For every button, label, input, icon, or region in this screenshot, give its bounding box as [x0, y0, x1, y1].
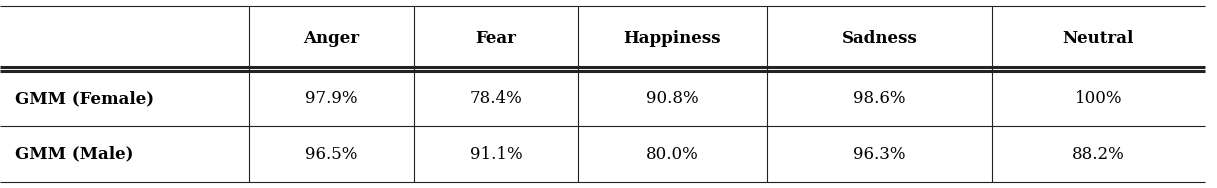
- Text: 96.3%: 96.3%: [853, 146, 905, 163]
- Text: 90.8%: 90.8%: [646, 90, 699, 107]
- Text: 97.9%: 97.9%: [305, 90, 358, 107]
- Text: Neutral: Neutral: [1062, 30, 1134, 47]
- Text: 78.4%: 78.4%: [470, 90, 522, 107]
- Text: 100%: 100%: [1075, 90, 1122, 107]
- Text: Happiness: Happiness: [623, 30, 722, 47]
- Text: GMM (Male): GMM (Male): [15, 146, 133, 163]
- Text: Fear: Fear: [476, 30, 516, 47]
- Text: 98.6%: 98.6%: [853, 90, 905, 107]
- Text: 96.5%: 96.5%: [305, 146, 358, 163]
- Text: Sadness: Sadness: [841, 30, 918, 47]
- Text: 80.0%: 80.0%: [646, 146, 699, 163]
- Text: 91.1%: 91.1%: [470, 146, 522, 163]
- Text: 88.2%: 88.2%: [1072, 146, 1125, 163]
- Text: GMM (Female): GMM (Female): [15, 90, 153, 107]
- Text: Anger: Anger: [303, 30, 360, 47]
